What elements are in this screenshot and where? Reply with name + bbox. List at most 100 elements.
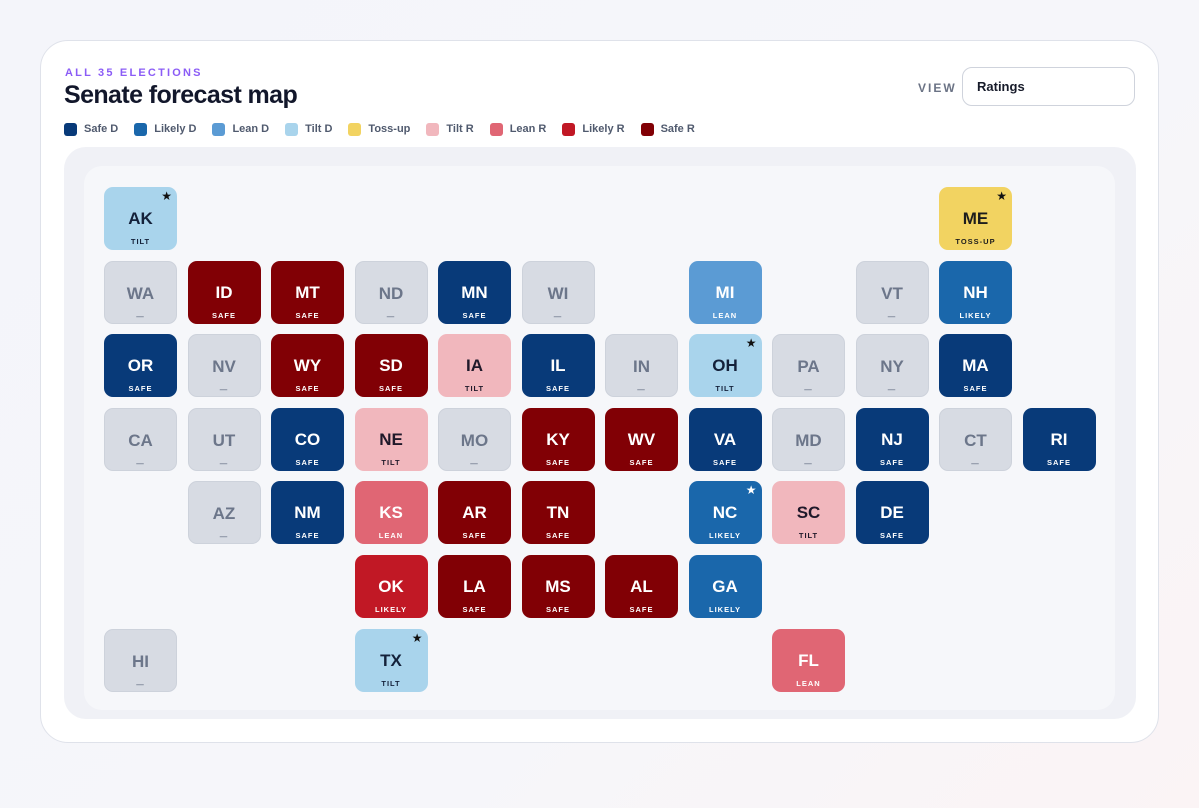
rating-tag: SAFE <box>128 384 153 394</box>
state-tile-mn[interactable]: MN SAFE <box>438 260 511 324</box>
legend-item: Safe R <box>640 122 695 136</box>
state-abbr: ID <box>215 282 233 302</box>
state-abbr: MD <box>795 430 822 450</box>
state-tile-wv[interactable]: WV SAFE <box>605 407 678 471</box>
rating-tag: SAFE <box>462 310 487 320</box>
state-tile-az[interactable]: AZ — <box>187 481 261 545</box>
legend-label: Lean D <box>232 123 270 135</box>
state-tile-pa[interactable]: PA — <box>772 334 845 398</box>
state-tile-ma[interactable]: MA SAFE <box>939 334 1012 398</box>
state-tile-ar[interactable]: AR SAFE <box>438 481 511 545</box>
state-abbr: KS <box>379 503 403 523</box>
view-select[interactable]: Ratings <box>962 67 1135 106</box>
state-tile-vt[interactable]: VT — <box>855 260 929 324</box>
state-tile-sd[interactable]: SD SAFE <box>354 334 428 398</box>
state-tile-ok[interactable]: OK LIKELY <box>354 555 428 618</box>
state-tile-ms[interactable]: MS SAFE <box>521 555 595 618</box>
state-tile-va[interactable]: VA SAFE <box>688 407 762 471</box>
rating-tag: SAFE <box>462 605 487 614</box>
state-tile-ne[interactable]: NE TILT <box>354 407 428 471</box>
state-tile-hi[interactable]: HI — <box>104 628 177 692</box>
rating-tag: TILT <box>715 384 735 394</box>
state-tile-ut[interactable]: UT — <box>187 407 261 471</box>
state-tile-co[interactable]: CO SAFE <box>271 407 344 471</box>
state-tile-sc[interactable]: SC TILT <box>772 481 845 545</box>
rating-tag: SAFE <box>378 384 403 394</box>
state-tile-md[interactable]: MD — <box>772 407 845 471</box>
state-tile-fl[interactable]: FL LEAN <box>772 628 845 692</box>
rating-tag: SAFE <box>295 457 320 467</box>
rating-tag: LEAN <box>712 310 738 320</box>
state-tile-ga[interactable]: GA LIKELY <box>688 555 762 618</box>
state-tile-tx[interactable]: TX TILT ★ <box>354 628 428 692</box>
view-label: VIEW <box>918 81 957 95</box>
state-tile-al[interactable]: AL SAFE <box>605 555 678 618</box>
state-abbr: UT <box>212 430 236 450</box>
state-tile-nj[interactable]: NJ SAFE <box>855 407 929 471</box>
state-tile-tn[interactable]: TN SAFE <box>521 481 595 545</box>
legend-label: Tilt R <box>446 123 474 135</box>
state-abbr: WV <box>627 429 656 449</box>
state-abbr: AK <box>128 209 153 228</box>
state-abbr: TN <box>546 503 570 523</box>
rating-tag: — <box>219 532 229 542</box>
legend-item: Toss-up <box>348 122 411 136</box>
legend-label: Lean R <box>509 123 547 135</box>
state-abbr: MS <box>545 577 571 596</box>
state-tile-nh[interactable]: NH LIKELY <box>939 260 1012 324</box>
state-tile-mi[interactable]: MI LEAN <box>688 260 762 324</box>
state-abbr: RI <box>1050 429 1068 449</box>
state-tile-wi[interactable]: WI — <box>521 260 595 324</box>
state-abbr: AR <box>462 503 487 523</box>
state-tile-ca[interactable]: CA — <box>104 407 177 471</box>
state-tile-ct[interactable]: CT — <box>939 407 1012 471</box>
state-tile-mo[interactable]: MO — <box>438 407 511 471</box>
state-tile-nc[interactable]: NC LIKELY ★ <box>688 481 762 545</box>
rating-tag: — <box>136 311 145 321</box>
state-tile-nv[interactable]: NV — <box>187 334 261 398</box>
state-tile-ia[interactable]: IA TILT <box>438 334 511 398</box>
state-abbr: VA <box>713 429 737 449</box>
state-abbr: HI <box>132 651 149 671</box>
state-abbr: PA <box>797 357 820 377</box>
state-tile-ri[interactable]: RI SAFE <box>1022 407 1096 471</box>
legend-label: Toss-up <box>368 123 411 135</box>
state-tile-ny[interactable]: NY — <box>855 334 929 398</box>
state-tile-wy[interactable]: WY SAFE <box>271 334 344 398</box>
rating-tag: SAFE <box>963 384 988 394</box>
state-tile-in[interactable]: IN — <box>605 334 678 398</box>
state-tile-ks[interactable]: KS LEAN <box>354 481 428 545</box>
state-tile-id[interactable]: ID SAFE <box>187 260 261 324</box>
legend-swatch <box>348 122 362 136</box>
star-icon: ★ <box>745 483 757 498</box>
state-abbr: NH <box>963 282 988 302</box>
rating-tag: — <box>219 458 229 468</box>
star-icon: ★ <box>411 630 423 645</box>
state-tile-il[interactable]: IL SAFE <box>521 334 595 398</box>
legend-label: Safe D <box>84 123 119 135</box>
state-abbr: IN <box>633 357 650 377</box>
rating-tag: SAFE <box>629 605 654 614</box>
state-tile-mt[interactable]: MT SAFE <box>271 260 344 324</box>
state-abbr: CT <box>964 430 987 450</box>
state-tile-wa[interactable]: WA — <box>104 260 177 324</box>
state-tile-oh[interactable]: OH TILT ★ <box>688 334 762 398</box>
state-tile-ky[interactable]: KY SAFE <box>521 407 595 471</box>
rating-tag: TILT <box>381 457 401 467</box>
state-abbr: CO <box>294 429 321 449</box>
state-abbr: MA <box>962 356 989 376</box>
legend-swatch <box>134 122 148 136</box>
state-tile-de[interactable]: DE SAFE <box>855 481 929 545</box>
state-tile-ak[interactable]: AK TILT ★ <box>104 187 177 250</box>
rating-tag: TOSS-UP <box>955 237 996 246</box>
rating-tag: SAFE <box>295 310 320 320</box>
state-tile-nm[interactable]: NM SAFE <box>271 481 344 545</box>
map-panel: AK TILT ★ ME TOSS-UP ★ WA — ID SAFE MT SAFE ND — MN SAF… <box>64 147 1136 719</box>
state-tile-nd[interactable]: ND — <box>354 260 428 324</box>
state-abbr: VT <box>881 283 903 303</box>
state-abbr: NC <box>712 503 738 523</box>
state-tile-la[interactable]: LA SAFE <box>438 555 511 618</box>
state-tile-or[interactable]: OR SAFE <box>104 334 177 398</box>
state-abbr: MT <box>295 282 320 302</box>
state-tile-me[interactable]: ME TOSS-UP ★ <box>939 187 1012 250</box>
